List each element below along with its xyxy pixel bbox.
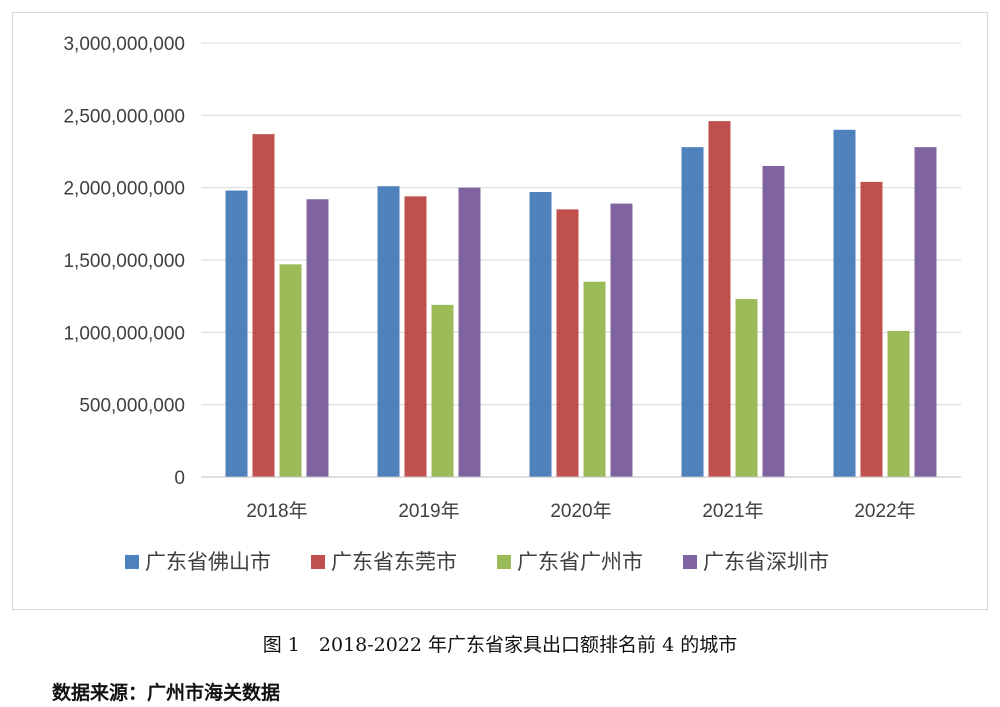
bar bbox=[404, 196, 427, 477]
bar bbox=[860, 181, 883, 477]
bar bbox=[279, 264, 302, 477]
x-tick-label: 2018年 bbox=[246, 500, 307, 522]
y-tick-label: 0 bbox=[174, 468, 185, 489]
bar bbox=[914, 147, 937, 477]
legend-label: 广东省东莞市 bbox=[331, 550, 457, 574]
bar bbox=[306, 199, 329, 478]
legend-swatch bbox=[125, 555, 139, 569]
bar bbox=[431, 304, 454, 477]
y-tick-label: 1,000,000,000 bbox=[63, 323, 185, 344]
chart-frame: 0 500,000,000 1,000,000,000 1,500,000,000 2,… bbox=[12, 12, 988, 610]
bar bbox=[833, 129, 856, 478]
legend-label: 广东省深圳市 bbox=[703, 550, 829, 574]
bar-chart: 0 500,000,000 1,000,000,000 1,500,000,000 2,… bbox=[63, 34, 961, 574]
legend-swatch bbox=[683, 555, 697, 569]
x-tick-label: 2019年 bbox=[398, 500, 459, 522]
bar bbox=[681, 147, 704, 477]
bar bbox=[887, 330, 910, 477]
y-tick-label: 3,000,000,000 bbox=[63, 34, 185, 55]
legend-label: 广东省广州市 bbox=[517, 550, 643, 574]
bar bbox=[458, 187, 481, 477]
y-tick-label: 2,000,000,000 bbox=[63, 179, 185, 200]
y-tick-label: 2,500,000,000 bbox=[63, 106, 185, 127]
bar bbox=[735, 299, 758, 477]
bar bbox=[583, 281, 606, 477]
legend-swatch bbox=[311, 555, 325, 569]
bar bbox=[529, 192, 552, 478]
x-tick-label: 2020年 bbox=[550, 500, 611, 522]
bar bbox=[762, 165, 785, 477]
figure-caption: 图 1 2018-2022 年广东省家具出口额排名前 4 的城市 bbox=[262, 634, 738, 656]
y-tick-label: 1,500,000,000 bbox=[63, 251, 185, 272]
y-tick-label: 500,000,000 bbox=[79, 396, 185, 417]
data-source: 数据来源：广州市海关数据 bbox=[52, 682, 281, 704]
bar bbox=[556, 209, 579, 477]
legend-swatch bbox=[497, 555, 511, 569]
bar bbox=[252, 134, 275, 477]
bar bbox=[708, 121, 731, 478]
bar bbox=[610, 203, 633, 477]
bar bbox=[225, 190, 248, 477]
legend-label: 广东省佛山市 bbox=[145, 550, 271, 574]
x-tick-label: 2022年 bbox=[854, 500, 915, 522]
bar bbox=[377, 186, 400, 477]
x-tick-label: 2021年 bbox=[702, 500, 763, 522]
